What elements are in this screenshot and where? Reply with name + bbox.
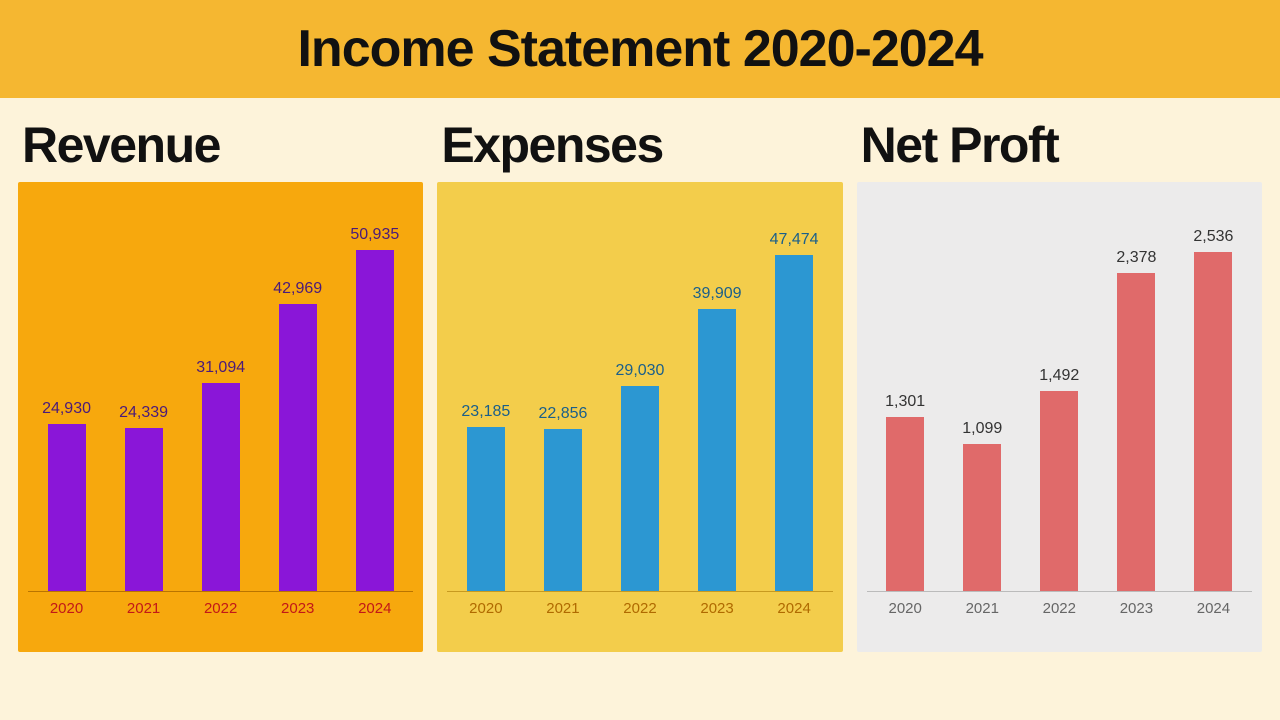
netprofit-x-labels: 20202021202220232024 (867, 592, 1252, 617)
bar-value-label: 24,930 (42, 400, 91, 418)
x-axis-label: 2021 (105, 600, 182, 617)
bar-value-label: 50,935 (350, 226, 399, 244)
bar (1117, 273, 1155, 591)
bar-slot: 24,930 (28, 194, 105, 591)
bar-slot: 23,185 (447, 194, 524, 591)
bar-value-label: 24,339 (119, 404, 168, 422)
x-axis-label: 2024 (756, 600, 833, 617)
netprofit-column: Net Proft 1,301 1,099 1,492 2,378 2,536 2020… (857, 116, 1262, 652)
bar-slot: 24,339 (105, 194, 182, 591)
bar-value-label: 23,185 (461, 403, 510, 421)
revenue-x-labels: 20202021202220232024 (28, 592, 413, 617)
bar-value-label: 1,099 (962, 420, 1002, 438)
revenue-bars-area: 24,930 24,339 31,094 42,969 50,935 (28, 194, 413, 592)
x-axis-label: 2021 (524, 600, 601, 617)
bar-value-label: 1,492 (1039, 367, 1079, 385)
bar (125, 428, 163, 591)
bar (279, 304, 317, 592)
expenses-bars-area: 23,185 22,856 29,030 39,909 47,474 (447, 194, 832, 592)
x-axis-label: 2022 (1021, 600, 1098, 617)
bar-slot: 42,969 (259, 194, 336, 591)
bar-value-label: 22,856 (538, 405, 587, 423)
bar-value-label: 29,030 (616, 362, 665, 380)
bar (1040, 391, 1078, 591)
x-axis-label: 2021 (944, 600, 1021, 617)
netprofit-heading: Net Proft (861, 116, 1262, 174)
bar (1194, 252, 1232, 591)
bar-slot: 50,935 (336, 194, 413, 591)
x-axis-label: 2022 (182, 600, 259, 617)
bar-slot: 39,909 (679, 194, 756, 591)
revenue-heading: Revenue (22, 116, 423, 174)
page-title: Income Statement 2020-2024 (297, 19, 982, 79)
charts-row: Revenue 24,930 24,339 31,094 42,969 50,935 2… (0, 98, 1280, 652)
bar-slot: 29,030 (601, 194, 678, 591)
title-bar: Income Statement 2020-2024 (0, 0, 1280, 98)
bar-slot: 47,474 (756, 194, 833, 591)
x-axis-label: 2020 (867, 600, 944, 617)
x-axis-label: 2024 (336, 600, 413, 617)
expenses-heading: Expenses (441, 116, 842, 174)
x-axis-label: 2022 (601, 600, 678, 617)
x-axis-label: 2020 (28, 600, 105, 617)
bar-slot: 1,099 (944, 194, 1021, 591)
bar-slot: 1,492 (1021, 194, 1098, 591)
netprofit-bars-area: 1,301 1,099 1,492 2,378 2,536 (867, 194, 1252, 592)
bar (621, 386, 659, 591)
bar-value-label: 2,536 (1193, 228, 1233, 246)
bar-value-label: 47,474 (770, 231, 819, 249)
revenue-column: Revenue 24,930 24,339 31,094 42,969 50,935 2… (18, 116, 423, 652)
bar (963, 444, 1001, 591)
bar (48, 424, 86, 591)
bar (775, 255, 813, 591)
bar (202, 383, 240, 591)
bar (698, 309, 736, 591)
x-axis-label: 2023 (679, 600, 756, 617)
bar-value-label: 42,969 (273, 280, 322, 298)
x-axis-label: 2024 (1175, 600, 1252, 617)
bar-slot: 2,378 (1098, 194, 1175, 591)
bar-slot: 22,856 (524, 194, 601, 591)
bar-value-label: 2,378 (1116, 249, 1156, 267)
revenue-chart: 24,93024,33931,09442,96950,935 202020212… (18, 182, 423, 652)
expenses-chart: 23,18522,85629,03039,90947,474 202020212… (437, 182, 842, 652)
expenses-x-labels: 20202021202220232024 (447, 592, 832, 617)
bar-value-label: 1,301 (885, 393, 925, 411)
bar-value-label: 31,094 (196, 359, 245, 377)
bar-slot: 31,094 (182, 194, 259, 591)
bar (544, 429, 582, 591)
bar-value-label: 39,909 (693, 285, 742, 303)
bar (886, 417, 924, 591)
bar (467, 427, 505, 591)
netprofit-chart: 1,3011,0991,4922,3782,536 20202021202220… (857, 182, 1262, 652)
x-axis-label: 2023 (1098, 600, 1175, 617)
bar-slot: 1,301 (867, 194, 944, 591)
expenses-column: Expenses 23,18522,85629,03039,90947,474 … (437, 116, 842, 652)
x-axis-label: 2020 (447, 600, 524, 617)
bar (356, 250, 394, 591)
bar-slot: 2,536 (1175, 194, 1252, 591)
x-axis-label: 2023 (259, 600, 336, 617)
